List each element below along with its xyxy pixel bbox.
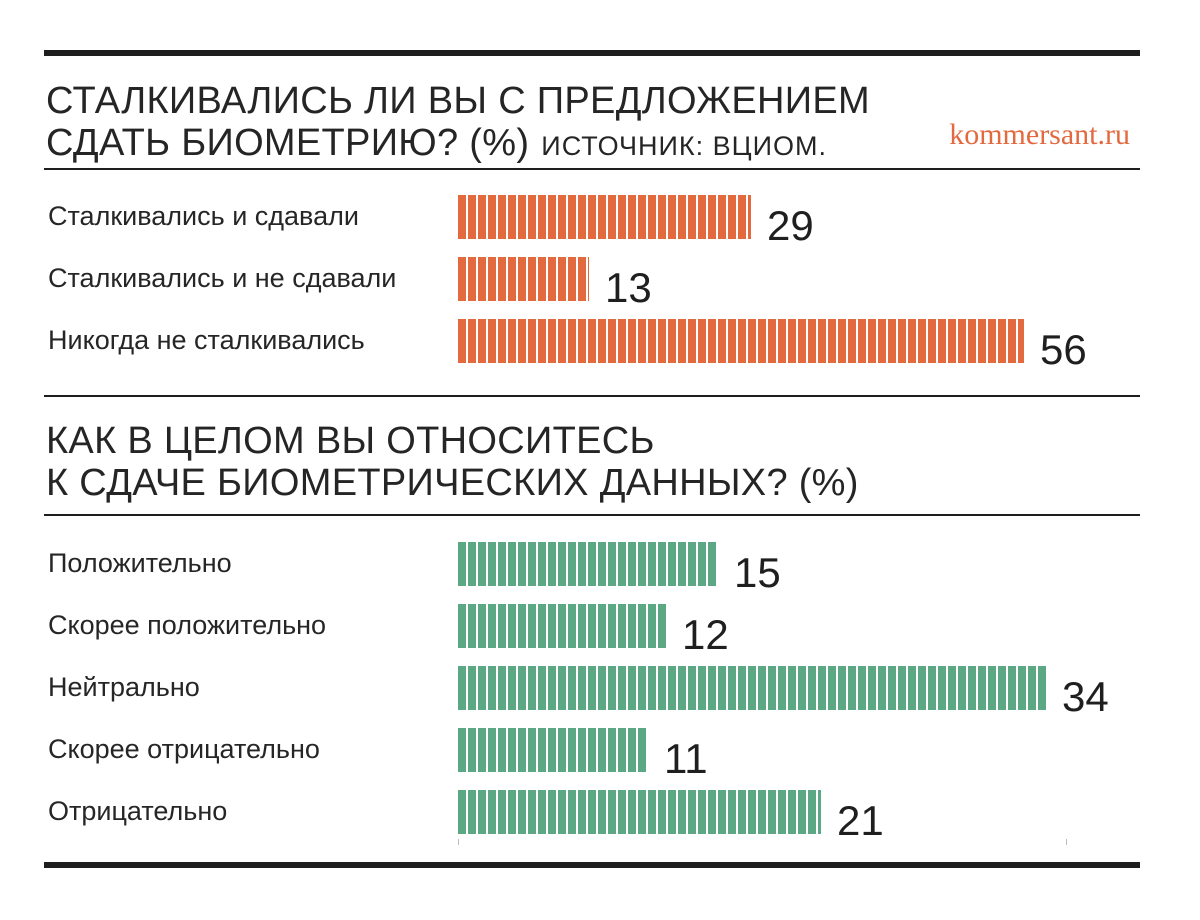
chart1-header-rule <box>44 168 1140 170</box>
value-label: 34 <box>1062 673 1109 720</box>
bar <box>458 728 648 772</box>
axis-tick-left <box>458 839 459 845</box>
chart2-category-label: Нейтрально <box>48 672 200 702</box>
chart2-category-label: Скорее отрицательно <box>48 734 320 764</box>
chart1-title: СТАЛКИВАЛИСЬ ЛИ ВЫ С ПРЕДЛОЖЕНИЕМ СДАТЬ … <box>46 80 870 167</box>
chart2-title-line1: КАК В ЦЕЛОМ ВЫ ОТНОСИТЕСЬ <box>46 420 655 462</box>
value-label: 12 <box>682 611 729 658</box>
bar <box>458 257 589 301</box>
brand-logo-text[interactable]: kommersant.ru <box>949 118 1130 151</box>
bar <box>458 604 666 648</box>
value-label: 56 <box>1040 326 1087 373</box>
value-label: 15 <box>734 549 781 596</box>
chart1-category-label: Сталкивались и сдавали <box>48 201 359 231</box>
chart2-category-label: Положительно <box>48 548 232 578</box>
bottom-rule <box>44 862 1140 868</box>
bar <box>458 790 821 834</box>
chart2-category-label: Скорее положительно <box>48 610 327 640</box>
chart2-title: КАК В ЦЕЛОМ ВЫ ОТНОСИТЕСЬ К СДАЧЕ БИОМЕТ… <box>46 420 859 504</box>
chart2-title-line2: К СДАЧЕ БИОМЕТРИЧЕСКИХ ДАННЫХ? (%) <box>46 462 859 504</box>
axis-tick-right <box>1066 839 1067 845</box>
chart1-category-label: Сталкивались и не сдавали <box>48 263 397 293</box>
bar <box>458 195 751 239</box>
chart1-category-label: Никогда не сталкивались <box>48 325 365 355</box>
section-divider-rule <box>44 395 1140 397</box>
chart2-category-label: Отрицательно <box>48 796 228 826</box>
chart2-header-rule <box>44 514 1140 516</box>
value-label: 21 <box>837 797 884 844</box>
value-label: 13 <box>605 264 652 311</box>
bar <box>458 666 1046 710</box>
bar <box>458 319 1024 363</box>
source-label: ИСТОЧНИК: ВЦИОМ. <box>541 131 828 161</box>
bar <box>458 542 718 586</box>
value-label: 11 <box>664 735 708 782</box>
top-rule <box>44 50 1140 56</box>
value-label: 29 <box>767 202 814 249</box>
chart1-title-line2: СДАТЬ БИОМЕТРИЮ? (%) <box>46 122 530 164</box>
chart1-title-line2-row: СДАТЬ БИОМЕТРИЮ? (%) ИСТОЧНИК: ВЦИОМ. <box>46 122 870 167</box>
chart1-title-line1: СТАЛКИВАЛИСЬ ЛИ ВЫ С ПРЕДЛОЖЕНИЕМ <box>46 80 870 122</box>
